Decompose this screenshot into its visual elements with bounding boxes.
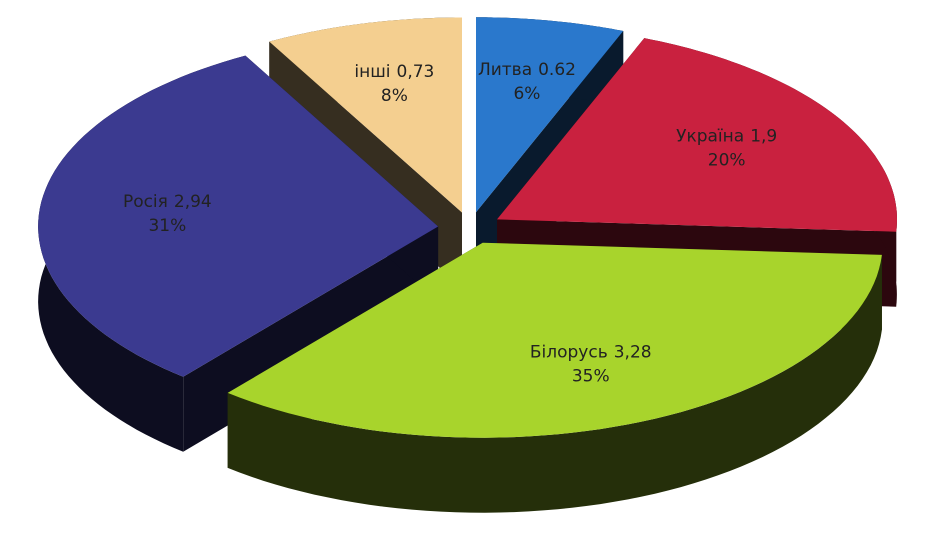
category-label: Україна: [676, 126, 744, 146]
amount-label: 2,94: [174, 192, 212, 212]
data-label: інші 0,73: [354, 62, 434, 82]
amount-label: 0,73: [397, 62, 435, 82]
amount-label: 1,9: [750, 126, 777, 146]
percent-label: 20%: [708, 150, 746, 170]
percent-label: 35%: [572, 366, 610, 386]
percent-label: 8%: [381, 86, 408, 106]
data-label: Україна 1,9: [676, 126, 777, 146]
category-label: Литва: [478, 60, 532, 80]
amount-label: 0.62: [538, 60, 576, 80]
category-label: Білорусь: [530, 342, 608, 362]
data-label: Литва 0.62: [478, 60, 576, 80]
slice: [38, 55, 439, 377]
amount-label: 3,28: [614, 342, 652, 362]
category-label: інші: [354, 62, 390, 82]
slice: [476, 17, 624, 213]
category-label: Росія: [123, 192, 168, 212]
percent-label: 6%: [513, 84, 540, 104]
data-label: Білорусь 3,28: [530, 342, 652, 362]
slice: Росія 2,94 31%: [38, 55, 439, 452]
slice: [269, 17, 462, 213]
data-label: Росія 2,94: [123, 192, 212, 212]
percent-label: 31%: [148, 216, 186, 236]
slice: [227, 242, 882, 438]
slice-side: [227, 254, 882, 513]
slice: [497, 38, 897, 232]
